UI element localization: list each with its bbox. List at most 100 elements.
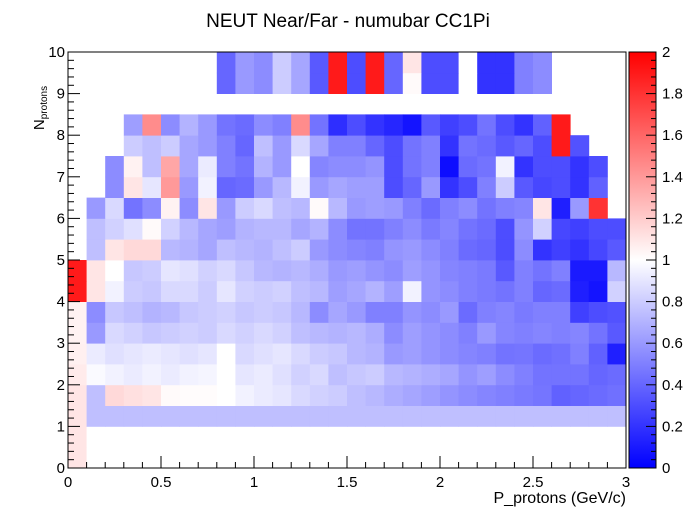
heatmap-cell — [347, 72, 366, 94]
heatmap-cell — [347, 156, 366, 178]
heatmap-cell — [384, 52, 404, 74]
heatmap-cell — [402, 114, 422, 136]
heatmap-cell — [291, 260, 311, 282]
heatmap-cell — [458, 218, 478, 240]
heatmap-cell — [142, 322, 162, 344]
heatmap-cell — [254, 301, 273, 323]
z-tick-label: 1.8 — [662, 86, 683, 103]
heatmap-cell — [347, 405, 366, 427]
heatmap-cell — [514, 218, 534, 240]
heatmap-cell — [365, 135, 385, 157]
heatmap-cell — [514, 322, 534, 344]
heatmap-cell — [458, 447, 478, 469]
heatmap-cell — [514, 114, 534, 136]
heatmap-cell — [421, 322, 441, 344]
heatmap-cell — [216, 176, 236, 198]
heatmap-cell — [421, 426, 441, 448]
heatmap-cell — [198, 384, 218, 406]
heatmap-cell — [309, 176, 329, 198]
heatmap-cell — [272, 426, 292, 448]
heatmap-cell — [123, 135, 143, 157]
heatmap-cell — [384, 156, 404, 178]
heatmap-cell — [105, 260, 125, 282]
heatmap-cell — [440, 260, 459, 282]
heatmap-cell — [272, 322, 292, 344]
heatmap-cell — [514, 343, 534, 365]
heatmap-cell — [123, 280, 143, 302]
heatmap-cell — [142, 384, 162, 406]
heatmap-cell — [68, 426, 87, 448]
heatmap-cell — [123, 343, 143, 365]
heatmap-cell — [291, 135, 311, 157]
heatmap-cell — [365, 384, 385, 406]
heatmap-cell — [123, 176, 143, 198]
heatmap-cell — [105, 301, 125, 323]
heatmap-cell — [254, 280, 273, 302]
heatmap-cell — [105, 197, 125, 219]
heatmap-cell — [421, 405, 441, 427]
heatmap-cell — [440, 239, 459, 261]
heatmap-cell — [365, 280, 385, 302]
heatmap-cell — [440, 197, 459, 219]
heatmap-cell — [328, 364, 348, 386]
heatmap-cell — [86, 301, 106, 323]
heatmap-cell — [421, 197, 441, 219]
heatmap-cell — [328, 301, 348, 323]
heatmap-cell — [123, 239, 143, 261]
heatmap-cell — [68, 343, 87, 365]
heatmap-cell — [588, 364, 608, 386]
heatmap-cell — [440, 135, 459, 157]
heatmap-cell — [384, 384, 404, 406]
heatmap-cell — [309, 260, 329, 282]
y-tick-label: 5 — [57, 252, 65, 269]
heatmap-cell — [533, 322, 552, 344]
heatmap-cell — [365, 343, 385, 365]
heatmap-cell — [514, 260, 534, 282]
heatmap-cell — [309, 156, 329, 178]
heatmap-cell — [254, 135, 273, 157]
heatmap-cell — [254, 156, 273, 178]
heatmap-cell — [105, 176, 125, 198]
heatmap-cell — [198, 114, 218, 136]
heatmap-cell — [328, 197, 348, 219]
heatmap-cell — [570, 364, 590, 386]
heatmap-cell — [254, 260, 273, 282]
heatmap-cell — [384, 197, 404, 219]
heatmap-cell — [105, 405, 125, 427]
heatmap-cell — [514, 156, 534, 178]
heatmap-cell — [365, 426, 385, 448]
heatmap-cell — [216, 156, 236, 178]
heatmap-cell — [477, 343, 497, 365]
heatmap-cell — [291, 239, 311, 261]
heatmap-cell — [309, 239, 329, 261]
heatmap-cell — [440, 447, 459, 469]
heatmap-cell — [477, 426, 497, 448]
heatmap-cell — [161, 260, 180, 282]
heatmap-cell — [105, 447, 125, 469]
z-tick-label: 0 — [662, 460, 670, 477]
heatmap-cell — [384, 343, 404, 365]
heatmap-cell — [477, 114, 497, 136]
heatmap-cell — [570, 135, 590, 157]
heatmap-cell — [458, 176, 478, 198]
heatmap-cell — [235, 322, 255, 344]
y-tick-label: 8 — [57, 127, 65, 144]
heatmap-cell — [533, 72, 552, 94]
heatmap-cell — [105, 364, 125, 386]
heatmap-cell — [440, 280, 459, 302]
heatmap-cell — [458, 280, 478, 302]
heatmap-cell — [551, 343, 571, 365]
heatmap-cell — [105, 239, 125, 261]
heatmap-cell — [179, 364, 199, 386]
heatmap-cell — [347, 343, 366, 365]
heatmap-cell — [179, 114, 199, 136]
heatmap-cell — [514, 364, 534, 386]
x-axis: 0 0.5 1 1.5 2 2.5 3 — [64, 456, 630, 491]
heatmap-cell — [198, 301, 218, 323]
heatmap-cell — [142, 447, 162, 469]
heatmap-cell — [235, 447, 255, 469]
heatmap-cell — [309, 322, 329, 344]
heatmap-cell — [179, 135, 199, 157]
heatmap-cell — [402, 384, 422, 406]
heatmap-cell — [458, 260, 478, 282]
